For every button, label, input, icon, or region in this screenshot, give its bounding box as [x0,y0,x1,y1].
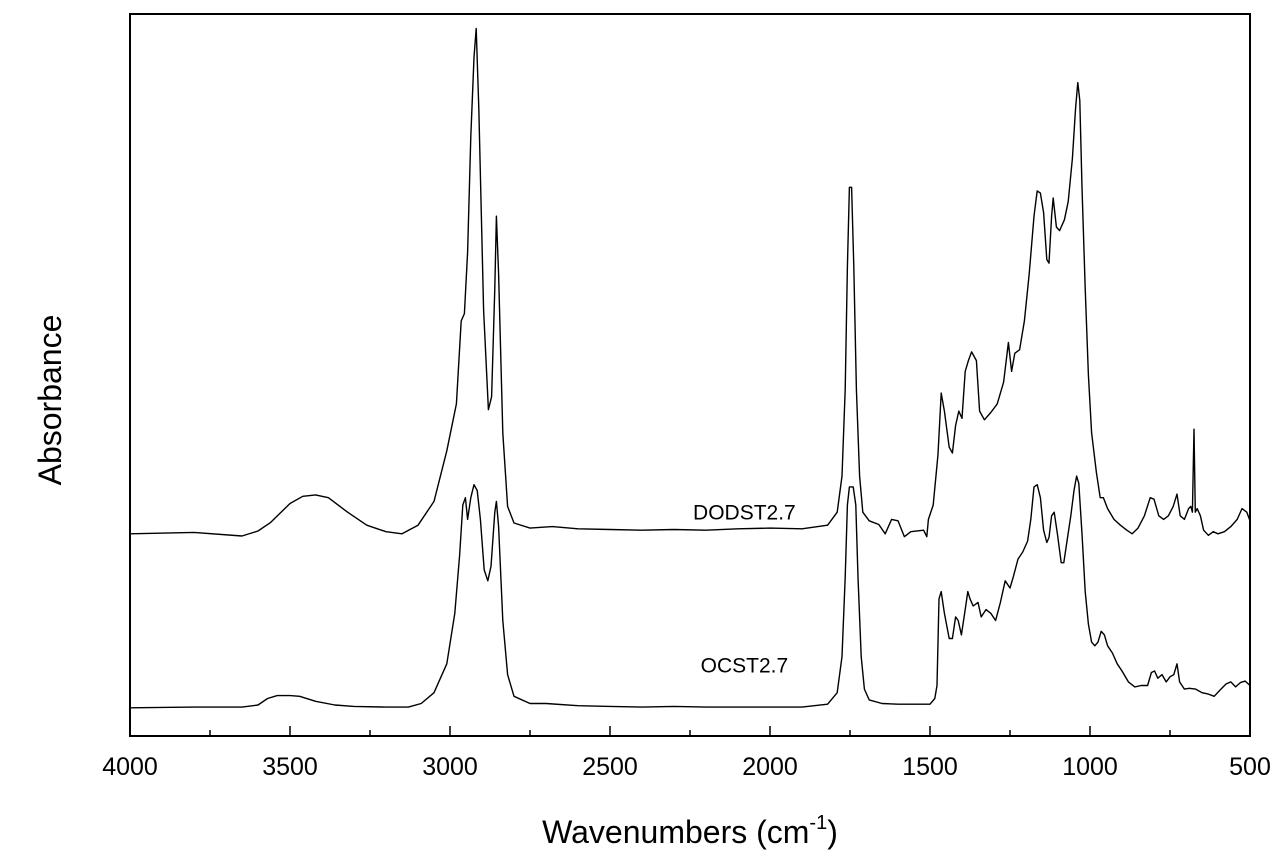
series-labels: DODST2.7 OCST2.7 [693,501,796,677]
plot-frame [129,13,1251,737]
x-tick-label: 2000 [742,753,798,781]
x-axis-title: Wavenumbers (cm-1) [542,812,838,850]
x-axis-ticks [129,726,1251,736]
x-tick-label: 1500 [902,753,958,781]
spectrum-line-ocst2-7 [129,475,1251,709]
x-tick-label: 2500 [582,753,638,781]
spectrum-line-dodst2-7 [129,27,1251,538]
x-tick-label: 1000 [1062,753,1118,781]
y-axis-title: Absorbance [32,315,68,486]
series-label-ocst2-7: OCST2.7 [701,654,789,677]
spectra-traces [129,27,1251,709]
x-tick-label: 500 [1229,753,1271,781]
x-tick-label: 3000 [422,753,478,781]
series-label-dodst2-7: DODST2.7 [693,501,796,524]
x-tick-label: 4000 [102,753,158,781]
x-axis-tick-labels: 4000 3500 3000 2500 2000 1500 1000 500 [102,753,1271,781]
x-tick-label: 3500 [262,753,318,781]
